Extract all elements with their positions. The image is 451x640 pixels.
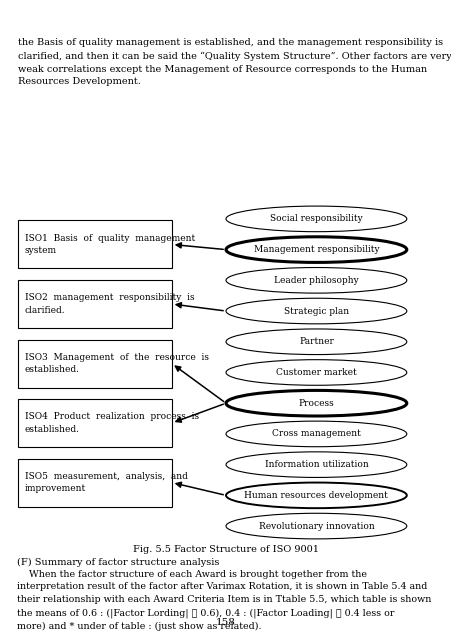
Text: ISO3  Management  of  the  resource  is
established.: ISO3 Management of the resource is estab… [25, 353, 208, 374]
Text: ISO2  management  responsibility  is
clarified.: ISO2 management responsibility is clarif… [25, 293, 194, 315]
Text: Information utilization: Information utilization [264, 460, 368, 469]
Text: (F) Summary of factor structure analysis: (F) Summary of factor structure analysis [17, 558, 219, 567]
Text: ISO1  Basis  of  quality  management
system: ISO1 Basis of quality management system [25, 234, 195, 255]
Ellipse shape [226, 298, 406, 324]
Text: Revolutionary innovation: Revolutionary innovation [258, 522, 373, 531]
Text: Partner: Partner [298, 337, 333, 346]
Text: Fig. 5.5 Factor Structure of ISO 9001: Fig. 5.5 Factor Structure of ISO 9001 [133, 545, 318, 554]
Text: Process: Process [298, 399, 334, 408]
Ellipse shape [226, 237, 406, 262]
Ellipse shape [226, 329, 406, 355]
FancyBboxPatch shape [18, 399, 171, 447]
Text: the Basis of quality management is established, and the management responsibilit: the Basis of quality management is estab… [18, 38, 451, 86]
FancyBboxPatch shape [18, 339, 171, 387]
Ellipse shape [226, 452, 406, 477]
Ellipse shape [226, 483, 406, 508]
Text: 158: 158 [216, 618, 235, 627]
Text: Social responsibility: Social responsibility [269, 214, 362, 223]
Text: ISO5  measurement,  analysis,  and
improvement: ISO5 measurement, analysis, and improvem… [25, 472, 187, 493]
FancyBboxPatch shape [18, 220, 171, 269]
Ellipse shape [226, 421, 406, 447]
FancyBboxPatch shape [18, 458, 171, 507]
Text: Cross management: Cross management [272, 429, 360, 438]
Text: Strategic plan: Strategic plan [283, 307, 348, 316]
Ellipse shape [226, 268, 406, 293]
Text: Management responsibility: Management responsibility [253, 245, 378, 254]
FancyBboxPatch shape [18, 280, 171, 328]
Text: ISO4  Product  realization  process  is
established.: ISO4 Product realization process is esta… [25, 412, 198, 434]
Text: Leader philosophy: Leader philosophy [273, 276, 358, 285]
Text: When the factor structure of each Award is brought together from the
interpretat: When the factor structure of each Award … [17, 570, 431, 631]
Text: Customer market: Customer market [276, 368, 356, 377]
Text: Human resources development: Human resources development [244, 491, 387, 500]
Ellipse shape [226, 390, 406, 416]
Ellipse shape [226, 360, 406, 385]
Ellipse shape [226, 513, 406, 539]
Ellipse shape [226, 206, 406, 232]
